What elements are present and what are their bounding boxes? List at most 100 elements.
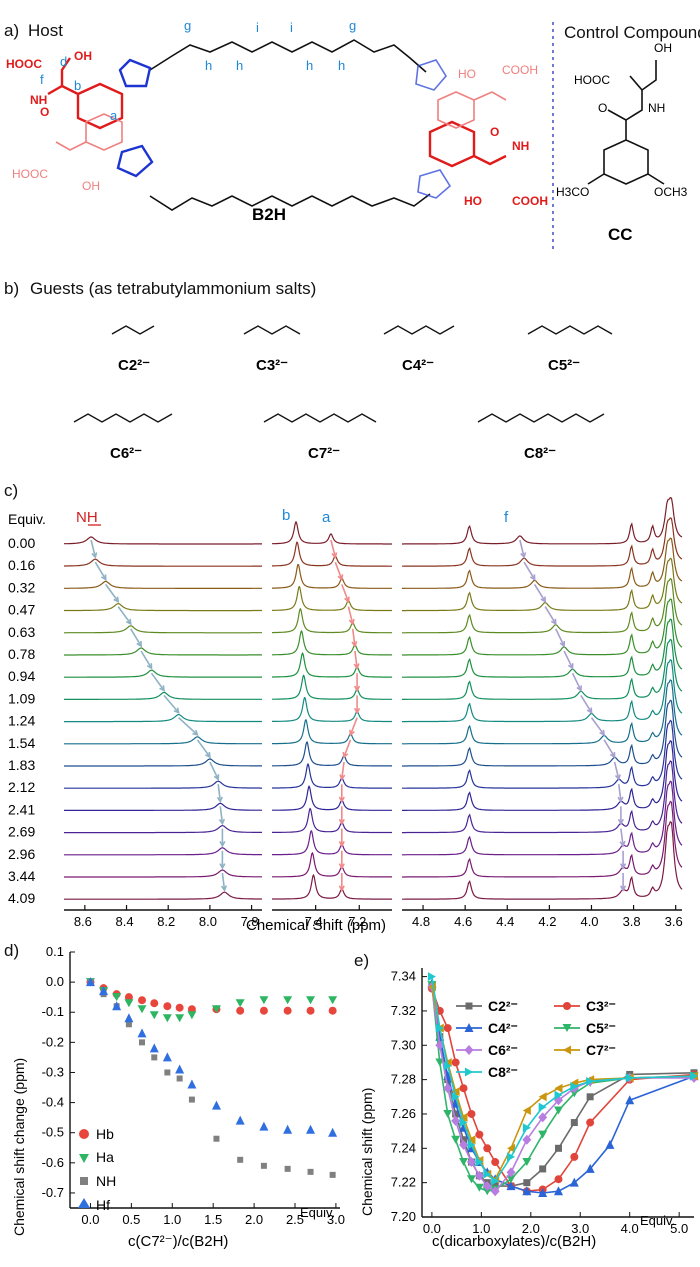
e-point [475, 1157, 484, 1167]
d-point-nh [151, 1054, 158, 1061]
svg-text:HOOC: HOOC [574, 73, 610, 87]
legend-hf: Hf [96, 1197, 110, 1213]
shift-arrow [105, 583, 119, 603]
e-point [569, 1089, 579, 1098]
svg-text:h: h [205, 58, 212, 73]
shift-arrow [330, 539, 337, 558]
panel-b-label: b) [4, 279, 19, 298]
nmr-trace [402, 577, 683, 634]
shift-arrowhead [331, 552, 338, 559]
e-ytick-label: 7.30 [391, 1037, 416, 1052]
d-point-nh [329, 1171, 336, 1178]
svg-text:OH: OH [82, 179, 100, 193]
nmr-tick-label: 7.8 [241, 914, 259, 929]
nmr-trace [272, 807, 392, 834]
legend-ha: Ha [96, 1149, 114, 1165]
e-legend-label: C2²⁻ [488, 998, 518, 1014]
nmr-trace [64, 758, 262, 767]
nmr-tick-label: 3.6 [665, 914, 683, 929]
shift-arrowhead [586, 707, 593, 715]
d-point-hb [306, 1006, 315, 1015]
nmr-tick-label: 8.0 [199, 914, 217, 929]
nmr-trace [272, 563, 392, 589]
shift-arrowhead [219, 863, 226, 870]
panel-e-plot: 7.34 7.32 7.30 7.28 7.26 7.24 7.22 7.20 0.0 1.0 2.… [391, 968, 699, 1236]
equiv-label: 4.09 [8, 890, 35, 906]
svg-text:OCH3: OCH3 [654, 185, 688, 199]
control-title: Control Compound [564, 23, 700, 42]
nmr-trace [272, 719, 392, 745]
nmr-trace [402, 679, 683, 745]
panel-c-label: c) [4, 481, 18, 500]
equiv-label: 0.63 [8, 624, 35, 640]
svg-text:i: i [256, 20, 259, 35]
equiv-label: 1.54 [8, 735, 35, 751]
d-point-hf [259, 1121, 269, 1131]
peak-a-label: a [322, 509, 331, 526]
nmr-trace [64, 713, 262, 723]
e-point [467, 1109, 476, 1118]
shift-arrowhead [213, 774, 220, 781]
equiv-label: 2.69 [8, 824, 35, 840]
e-point [523, 1179, 531, 1187]
shift-arrow [196, 739, 211, 758]
shift-arrow [178, 717, 198, 736]
e-series-line [431, 985, 695, 1187]
nmr-trace [64, 625, 262, 634]
e-point [474, 1170, 484, 1181]
e-point [443, 1061, 452, 1071]
d-point-ha [259, 996, 269, 1005]
equiv-label: 2.96 [8, 846, 35, 862]
shift-arrow [343, 739, 352, 758]
d-point-nh [164, 1069, 171, 1076]
nmr-trace [64, 736, 262, 745]
e-legend-label: C8²⁻ [488, 1064, 518, 1080]
shift-arrowhead [338, 885, 345, 892]
e-point [570, 1081, 579, 1091]
nmr-trace [272, 830, 392, 856]
e-legend-marker [465, 1002, 473, 1010]
nmr-trace [64, 802, 263, 811]
nmr-trace [272, 541, 392, 567]
nmr-trace [64, 691, 262, 700]
e-point [459, 1084, 468, 1093]
e-legend-marker [563, 1045, 571, 1055]
d-xtick-label: 3.0 [327, 1212, 345, 1227]
shift-arrow [618, 784, 622, 802]
d-point-hb [236, 1006, 245, 1015]
shift-arrowhead [619, 863, 627, 870]
e-xtick-label: 4.0 [621, 1221, 639, 1236]
nmr-trace [402, 496, 683, 545]
shift-arrow [163, 694, 180, 714]
shift-arrow [533, 583, 546, 603]
e-point [553, 1106, 563, 1115]
shift-arrow [571, 672, 582, 691]
e-legend-marker [464, 1045, 474, 1055]
nmr-tick-label: 8.4 [116, 914, 134, 929]
svg-text:C2²⁻: C2²⁻ [118, 357, 150, 374]
e-point [443, 1024, 452, 1033]
e-point [467, 1140, 476, 1150]
panel-e-legend: C2²⁻ C3²⁻ C4²⁻ C5²⁻ C6²⁻ C7²⁻ C8²⁻ [456, 998, 616, 1080]
shift-arrow [603, 739, 616, 758]
panel-d-xlabel: c(C7²⁻)/c(B2H) [128, 1233, 228, 1250]
shift-arrow [334, 561, 343, 580]
shift-arrowhead [614, 774, 621, 781]
shift-arrowhead [344, 596, 350, 604]
nmr-tick-label: 4.4 [496, 914, 514, 929]
nmr-trace [272, 762, 392, 789]
e-ytick-label: 7.22 [391, 1175, 416, 1190]
d-ytick-label: -0.3 [42, 1064, 64, 1079]
host-title: Host [28, 21, 63, 40]
shift-arrowhead [348, 618, 355, 626]
nmr-trace [402, 800, 683, 878]
panel-b: b) Guests (as tetrabutylammonium salts) … [4, 279, 613, 462]
cc-structure [587, 60, 665, 185]
nmr-trace [272, 785, 392, 811]
panel-c-nmr: c) Equiv. NH b a f 0.000.160.320.470.630… [4, 481, 683, 934]
panel-e-chart: e) Chemical shift (ppm) Equiv. c(dicarbo… [354, 951, 699, 1250]
nmr-trace [64, 824, 262, 834]
e-legend-label: C5²⁻ [586, 1020, 616, 1036]
e-legend-marker [562, 1024, 572, 1032]
shift-arrow [620, 828, 624, 846]
